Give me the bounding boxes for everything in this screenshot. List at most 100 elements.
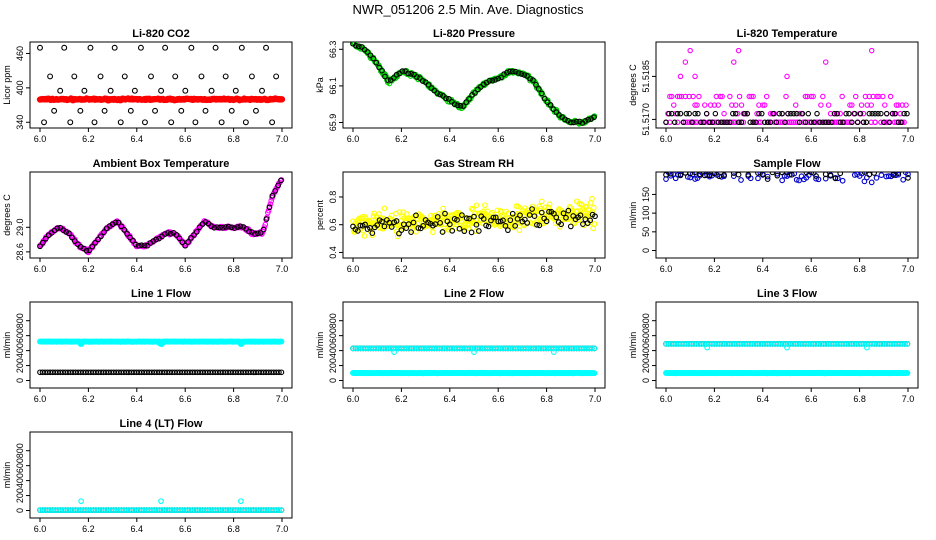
data-point — [808, 172, 815, 176]
x-tick-label: 6.6 — [179, 524, 192, 534]
panel-boxtemp: Ambient Box Temperature degrees C 6.0 6.2 6.… — [2, 158, 293, 274]
y-axis-label: ml/min — [2, 462, 12, 489]
data-point — [808, 93, 814, 100]
data-point — [257, 230, 264, 236]
data-point — [71, 238, 78, 244]
data-point — [814, 110, 820, 117]
data-point — [524, 73, 531, 79]
data-point — [861, 178, 868, 185]
data-point — [506, 68, 513, 75]
y-axis-label: ml/min — [628, 332, 638, 359]
data-point — [507, 217, 514, 224]
data-point — [832, 175, 839, 182]
data-points — [350, 345, 598, 377]
data-point — [837, 110, 843, 117]
panel-line1: Line 1 Flow ml/min 6.0 6.2 6.4 6.6 6.8 7.0 0 2004… — [2, 288, 293, 404]
data-point — [71, 73, 78, 80]
panel-pressure: Li-820 Pressure kPa 6.0 6.2 6.4 6.6 6.8 7.0 65.9… — [315, 28, 606, 144]
data-point — [278, 369, 285, 376]
data-point — [150, 238, 157, 244]
data-point — [731, 59, 737, 65]
data-point — [381, 223, 388, 230]
data-point — [590, 225, 597, 232]
panel-title: Line 2 Flow — [444, 288, 504, 300]
data-point — [275, 182, 281, 189]
data-point — [902, 341, 908, 347]
data-point — [127, 107, 134, 114]
data-points — [37, 498, 285, 513]
y-tick-label: 66.1 — [328, 77, 338, 95]
data-points — [663, 47, 910, 126]
data-point — [415, 225, 422, 231]
data-point — [689, 119, 695, 126]
data-point — [820, 119, 826, 126]
data-point — [475, 228, 482, 234]
data-point — [828, 119, 835, 126]
data-point — [682, 59, 689, 65]
data-point — [784, 344, 790, 351]
data-point — [791, 110, 797, 117]
data-point — [473, 221, 480, 228]
data-point — [192, 119, 199, 126]
data-point — [755, 175, 761, 182]
data-point — [706, 119, 713, 126]
data-point — [692, 110, 698, 117]
plot-frame — [342, 41, 606, 129]
data-point — [759, 172, 766, 178]
x-tick-label: 6.6 — [179, 394, 192, 404]
x-tick-label: 6.4 — [131, 524, 144, 534]
x-tick-label: 6.8 — [853, 264, 866, 274]
data-point — [434, 90, 441, 96]
data-point — [837, 172, 844, 177]
data-point — [550, 106, 557, 113]
data-point — [591, 221, 598, 227]
data-point — [715, 119, 722, 126]
data-point — [861, 172, 868, 175]
data-point — [792, 102, 799, 108]
x-tick-label: 6.6 — [805, 264, 818, 274]
data-point — [820, 93, 826, 100]
data-point — [388, 224, 395, 230]
data-point — [436, 210, 442, 217]
x-tick-label: 6.8 — [227, 524, 240, 534]
x-tick-label: 6.4 — [131, 394, 144, 404]
data-point — [727, 119, 733, 126]
data-point — [396, 209, 403, 215]
data-point — [66, 230, 72, 237]
data-point — [868, 47, 875, 54]
y-tick-label: 800 — [15, 443, 25, 458]
data-point — [872, 110, 878, 117]
data-point — [237, 223, 244, 230]
data-point — [793, 176, 800, 183]
data-point — [901, 119, 907, 126]
data-point — [788, 110, 794, 117]
data-point — [562, 116, 568, 123]
data-point — [580, 221, 586, 227]
plot-frame — [29, 41, 293, 129]
data-point — [727, 93, 733, 100]
x-tick-label: 6.6 — [492, 134, 505, 144]
data-point — [735, 119, 742, 126]
x-tick-label: 6.4 — [444, 264, 457, 274]
data-point — [437, 220, 443, 226]
data-point — [118, 223, 125, 230]
data-point — [353, 42, 359, 49]
data-point — [551, 349, 557, 355]
data-point — [81, 87, 88, 94]
data-point — [89, 243, 96, 250]
data-point — [86, 247, 93, 254]
x-tick-label: 6.8 — [540, 394, 553, 404]
data-point — [576, 118, 583, 125]
data-point — [92, 239, 99, 246]
plot-frame — [342, 301, 606, 389]
data-point — [272, 188, 279, 194]
data-point — [101, 229, 107, 235]
data-point — [97, 73, 104, 80]
data-point — [683, 110, 690, 117]
data-point — [663, 119, 669, 126]
data-point — [101, 107, 108, 114]
x-tick-label: 6.0 — [660, 394, 673, 404]
data-point — [480, 81, 487, 88]
data-point — [779, 110, 785, 117]
data-point — [732, 102, 739, 108]
